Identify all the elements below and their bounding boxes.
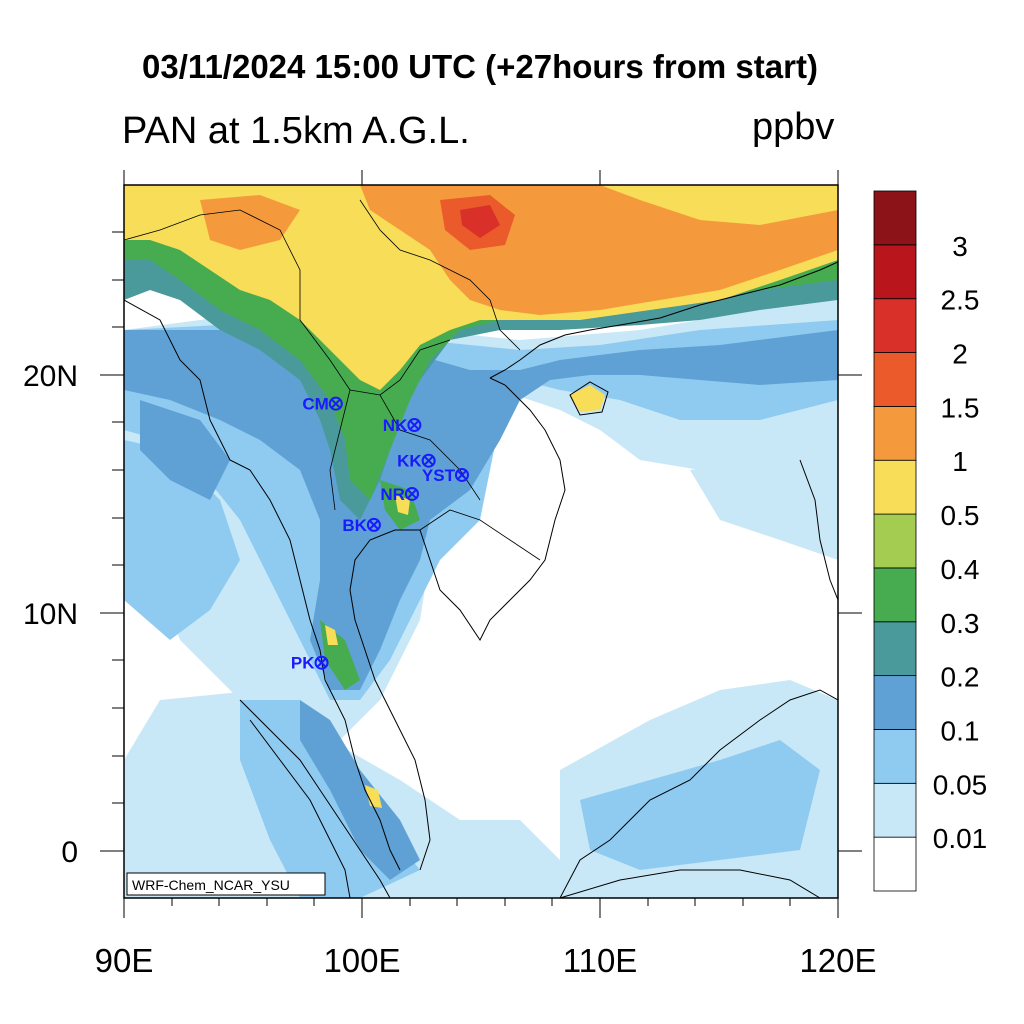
colorbar-swatch (873, 244, 917, 300)
colorbar-swatch (873, 190, 917, 246)
colorbar-level-label: 0.1 (941, 715, 980, 746)
concentration-field (124, 185, 838, 898)
station-cm: CM (302, 395, 343, 414)
station-label: BK (342, 516, 367, 535)
y-tick-label: 20N (23, 360, 78, 393)
station-label: NR (380, 485, 405, 504)
model-credit: WRF-Chem_NCAR_YSU (126, 872, 326, 896)
station-marker-icon (454, 467, 469, 482)
y-tick-label: 10N (23, 598, 78, 631)
colorbar-swatch (873, 621, 917, 677)
station-nr: NR (380, 485, 419, 504)
station-label: YST (422, 466, 456, 485)
colorbar-level-label: 2.5 (941, 285, 980, 316)
colorbar-level-label: 2 (952, 339, 968, 370)
x-tick-label: 110E (563, 942, 638, 979)
colorbar-swatch (873, 459, 917, 515)
plot-title: 03/11/2024 15:00 UTC (+27hours from star… (142, 48, 818, 85)
colorbar-swatch (873, 729, 917, 784)
map-frame (123, 184, 839, 899)
station-marker-icon (366, 517, 381, 532)
colorbar-level-label: 0.01 (933, 823, 988, 854)
colorbar-level-label: 3 (952, 231, 968, 262)
colorbar-level-label: 0.5 (941, 500, 980, 531)
colorbar-swatch (873, 405, 917, 461)
x-tick-label: 120E (799, 942, 876, 979)
credit-text: WRF-Chem_NCAR_YSU (132, 877, 290, 893)
x-tick-label: 100E (323, 942, 400, 979)
colorbar-swatch (873, 836, 917, 892)
colorbar-level-label: 0.2 (941, 662, 980, 693)
units-label: ppbv (752, 106, 835, 148)
colorbar-swatch (873, 567, 917, 623)
colorbar-level-label: 1.5 (941, 392, 980, 423)
colorbar-swatch (873, 675, 917, 730)
station-marker-icon (407, 418, 422, 433)
station-marker-icon (404, 486, 419, 501)
y-tick-label: 0 (61, 836, 78, 869)
colorbar: 0.01 0.05 0.1 0.2 0.3 0.4 0.5 1 1.5 2 2.5 3 (873, 190, 988, 892)
colorbar-level-label: 0.3 (941, 608, 980, 639)
variable-label: PAN at 1.5km A.G.L. (122, 110, 470, 152)
colorbar-swatch (873, 782, 917, 838)
station-bk: BK (342, 516, 381, 535)
station-pk: PK (291, 654, 329, 673)
colorbar-level-label: 1 (952, 446, 968, 477)
colorbar-level-label: 0.4 (941, 554, 980, 585)
station-label: KK (397, 452, 422, 471)
colorbar-swatch (873, 352, 917, 407)
x-tick-label: 90E (95, 942, 154, 979)
station-label: CM (302, 395, 328, 414)
station-label: NK (383, 416, 408, 435)
station-marker-icon (314, 655, 329, 670)
station-yst: YST (422, 466, 469, 485)
colorbar-swatch (873, 513, 917, 569)
colorbar-level-label: 0.05 (933, 769, 988, 800)
station-nk: NK (383, 416, 422, 435)
x-axis-labels: 90E 100E 110E 120E (95, 942, 877, 979)
colorbar-swatch (873, 298, 917, 353)
station-marker-icon (421, 453, 436, 468)
station-kk: KK (397, 452, 436, 471)
station-marker-icon (328, 396, 343, 411)
y-axis-labels: 20N 10N 0 (23, 360, 78, 869)
station-label: PK (291, 654, 315, 673)
coastlines (124, 199, 838, 898)
tick-marks (100, 170, 862, 918)
